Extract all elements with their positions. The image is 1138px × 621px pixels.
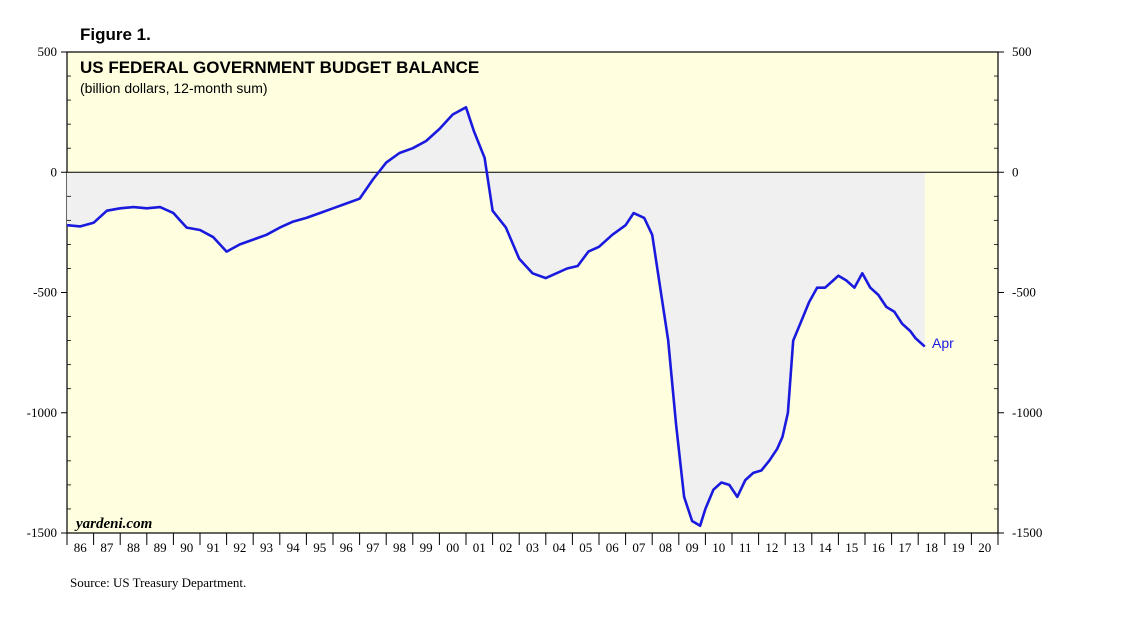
y-tick-label-left: -1000 <box>27 405 57 420</box>
y-tick-label-left: 500 <box>38 44 58 59</box>
x-tick-label: 86 <box>74 540 88 555</box>
x-tick-label: 14 <box>819 540 833 555</box>
area-shade <box>67 107 925 526</box>
x-tick-label: 18 <box>925 540 938 555</box>
x-tick-label: 01 <box>473 540 486 555</box>
x-tick-label: 08 <box>659 540 672 555</box>
x-tick-label: 13 <box>792 540 805 555</box>
x-tick-label: 91 <box>207 540 220 555</box>
x-tick-label: 90 <box>180 540 193 555</box>
y-tick-label-left: -1500 <box>27 525 57 540</box>
chart-title: US FEDERAL GOVERNMENT BUDGET BALANCE <box>80 58 479 77</box>
x-tick-label: 19 <box>952 540 965 555</box>
x-tick-label: 89 <box>154 540 167 555</box>
end-label: Apr <box>932 335 954 351</box>
x-tick-label: 88 <box>127 540 140 555</box>
x-tick-label: 92 <box>233 540 246 555</box>
plot-area <box>66 51 999 534</box>
x-tick-label: 17 <box>898 540 912 555</box>
area-fill <box>67 107 925 526</box>
x-tick-label: 12 <box>765 540 778 555</box>
x-tick-label: 10 <box>712 540 725 555</box>
x-tick-label: 94 <box>287 540 301 555</box>
source-note: Source: US Treasury Department. <box>70 575 246 590</box>
x-tick-label: 04 <box>553 540 567 555</box>
y-tick-label-right: -1500 <box>1012 525 1042 540</box>
y-tick-label-right: -1000 <box>1012 405 1042 420</box>
x-tick-label: 99 <box>420 540 433 555</box>
x-tick-label: 03 <box>526 540 539 555</box>
x-tick-label: 15 <box>845 540 858 555</box>
figure-label: Figure 1. <box>80 25 151 44</box>
budget-balance-line <box>66 106 926 528</box>
minor-ticks <box>67 75 998 510</box>
x-tick-label: 96 <box>340 540 354 555</box>
x-tick-label: 09 <box>686 540 699 555</box>
y-tick-label-left: -500 <box>33 285 57 300</box>
series-line <box>66 106 926 528</box>
y-tick-label-left: 0 <box>51 164 58 179</box>
x-tick-label: 00 <box>446 540 459 555</box>
x-tick-label: 98 <box>393 540 406 555</box>
y-axis: 500 500 0 0 -500 -500 -1000 -1000 -1500 -1500 <box>27 44 1043 540</box>
y-tick-label-right: 500 <box>1012 44 1032 59</box>
x-tick-label: 87 <box>100 540 114 555</box>
x-axis: 86 87 88 89 90 91 92 93 94 95 96 97 98 99 00 01 02 03 04 05… <box>66 533 999 555</box>
x-tick-label: 95 <box>313 540 326 555</box>
x-tick-label: 05 <box>579 540 592 555</box>
x-tick-label: 16 <box>872 540 886 555</box>
y-tick-label-right: 0 <box>1012 164 1019 179</box>
y-tick-label-right: -500 <box>1012 285 1036 300</box>
x-tick-label: 97 <box>366 540 380 555</box>
x-tick-label: 11 <box>739 540 752 555</box>
chart-subtitle: (billion dollars, 12-month sum) <box>80 80 268 96</box>
watermark: yardeni.com <box>74 516 152 532</box>
x-tick-label: 93 <box>260 540 273 555</box>
x-tick-label: 20 <box>978 540 991 555</box>
x-tick-label: 02 <box>499 540 512 555</box>
x-tick-label: 07 <box>632 540 646 555</box>
x-tick-label: 06 <box>606 540 620 555</box>
